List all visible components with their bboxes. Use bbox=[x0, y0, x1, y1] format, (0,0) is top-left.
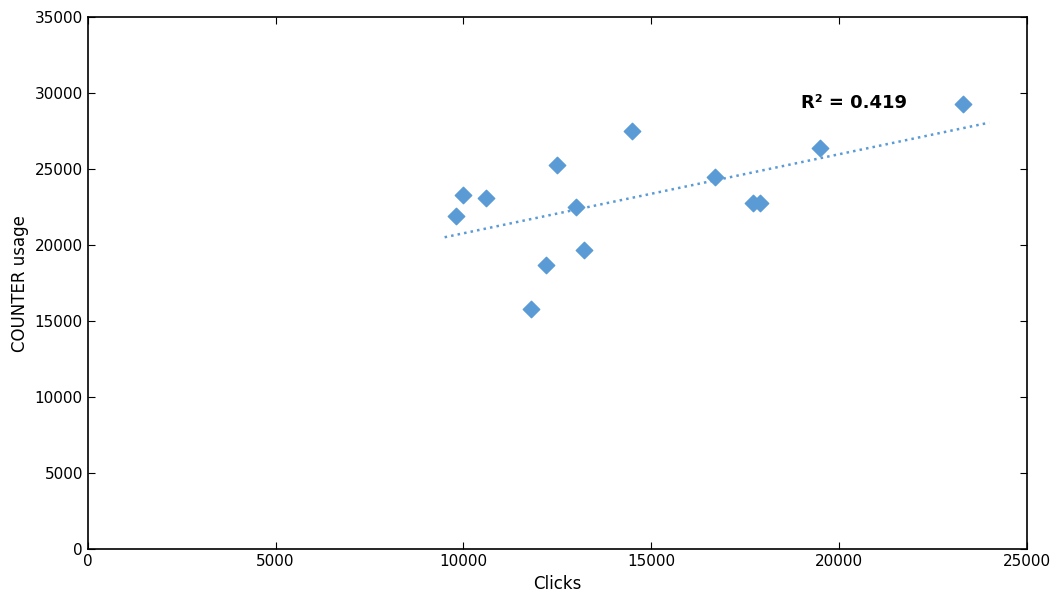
Point bbox=[447, 211, 464, 221]
Point bbox=[955, 99, 972, 109]
Point bbox=[576, 245, 593, 255]
Point bbox=[811, 143, 828, 153]
Point bbox=[478, 193, 495, 203]
Point bbox=[752, 198, 769, 208]
Point bbox=[537, 260, 554, 270]
Point bbox=[744, 198, 761, 208]
Point bbox=[706, 172, 723, 182]
Text: R² = 0.419: R² = 0.419 bbox=[802, 94, 907, 112]
Point bbox=[523, 304, 539, 314]
Point bbox=[455, 190, 472, 200]
Point bbox=[567, 202, 584, 212]
Point bbox=[549, 160, 566, 170]
Y-axis label: COUNTER usage: COUNTER usage bbox=[11, 215, 29, 352]
X-axis label: Clicks: Clicks bbox=[533, 575, 582, 593]
Point bbox=[624, 126, 641, 136]
